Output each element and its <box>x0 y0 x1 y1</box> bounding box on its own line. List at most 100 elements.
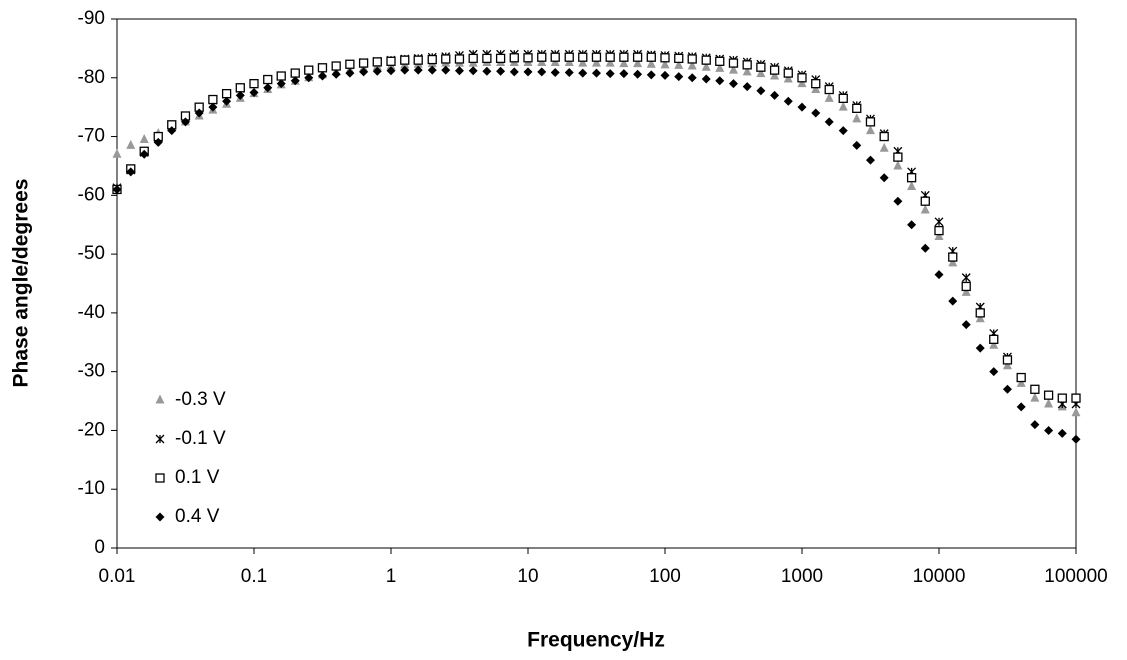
point <box>920 196 930 206</box>
point <box>660 59 670 69</box>
point <box>400 65 410 75</box>
point <box>920 204 930 214</box>
point <box>852 113 862 123</box>
point <box>824 117 834 127</box>
point <box>372 66 382 76</box>
point <box>961 273 971 283</box>
point <box>660 70 670 80</box>
point <box>468 53 478 64</box>
point <box>427 54 437 65</box>
point <box>605 69 615 79</box>
point <box>838 101 848 111</box>
point <box>961 286 971 296</box>
point <box>975 308 985 318</box>
point <box>619 69 629 79</box>
point <box>180 117 190 127</box>
point <box>1002 355 1013 365</box>
point <box>865 117 876 127</box>
point <box>742 82 752 92</box>
point <box>454 54 465 64</box>
point <box>989 367 999 377</box>
point <box>112 184 122 194</box>
point <box>728 79 738 89</box>
point <box>646 70 656 80</box>
y-axis-title: Phase angle/degrees <box>10 179 33 388</box>
point <box>1044 425 1054 435</box>
point <box>1016 402 1026 412</box>
point <box>660 53 670 63</box>
point <box>372 57 382 67</box>
point <box>906 173 917 183</box>
point <box>756 68 766 78</box>
point <box>1044 398 1054 408</box>
point <box>1030 392 1040 402</box>
point <box>550 67 560 77</box>
y-tick-label: -50 <box>78 243 105 264</box>
point <box>1002 384 1012 394</box>
point <box>907 220 917 230</box>
point <box>591 68 601 78</box>
legend-label: -0.3 V <box>175 389 226 410</box>
point <box>208 102 218 112</box>
point <box>948 252 958 262</box>
point <box>797 102 807 112</box>
point <box>893 196 903 206</box>
point <box>934 225 944 236</box>
legend-marker <box>155 394 165 404</box>
point <box>783 96 793 106</box>
point <box>865 125 875 135</box>
point <box>1002 360 1012 370</box>
y-tick-label: -30 <box>78 361 105 382</box>
y-tick-label: -10 <box>78 478 105 499</box>
point <box>879 131 889 142</box>
x-tick-label: 0.01 <box>99 566 136 587</box>
point <box>427 65 437 75</box>
point <box>276 71 286 81</box>
point <box>687 60 697 70</box>
point <box>1016 372 1026 383</box>
point <box>1057 393 1067 403</box>
point <box>893 160 903 170</box>
point <box>578 57 588 67</box>
point <box>496 66 506 76</box>
point <box>770 90 780 100</box>
point <box>674 59 684 69</box>
point <box>221 88 232 99</box>
point <box>769 65 780 75</box>
y-tick-label: -40 <box>78 302 105 323</box>
point <box>715 56 725 66</box>
point <box>728 64 738 74</box>
y-tick-label: -20 <box>78 419 105 440</box>
point <box>838 126 848 136</box>
point <box>263 83 273 93</box>
x-axis-title: Frequency/Hz <box>527 629 665 652</box>
point <box>989 334 999 344</box>
point <box>879 173 889 183</box>
point <box>633 58 643 68</box>
point <box>400 55 410 65</box>
point <box>263 74 273 85</box>
point <box>920 243 930 253</box>
legend-marker <box>155 512 165 522</box>
point <box>756 86 766 96</box>
point <box>646 58 656 68</box>
point <box>852 140 862 150</box>
point <box>331 69 341 79</box>
point <box>893 152 903 162</box>
point <box>646 52 656 62</box>
point <box>674 53 684 64</box>
point <box>413 55 423 65</box>
point <box>509 53 519 63</box>
point <box>537 67 547 77</box>
point <box>126 167 136 177</box>
point <box>1030 420 1040 430</box>
point <box>797 78 807 88</box>
point <box>591 52 602 62</box>
point <box>838 93 848 103</box>
x-tick-label: 100000 <box>1044 566 1107 587</box>
point <box>687 73 697 83</box>
y-tick-label: -70 <box>78 126 105 147</box>
point <box>811 108 821 118</box>
